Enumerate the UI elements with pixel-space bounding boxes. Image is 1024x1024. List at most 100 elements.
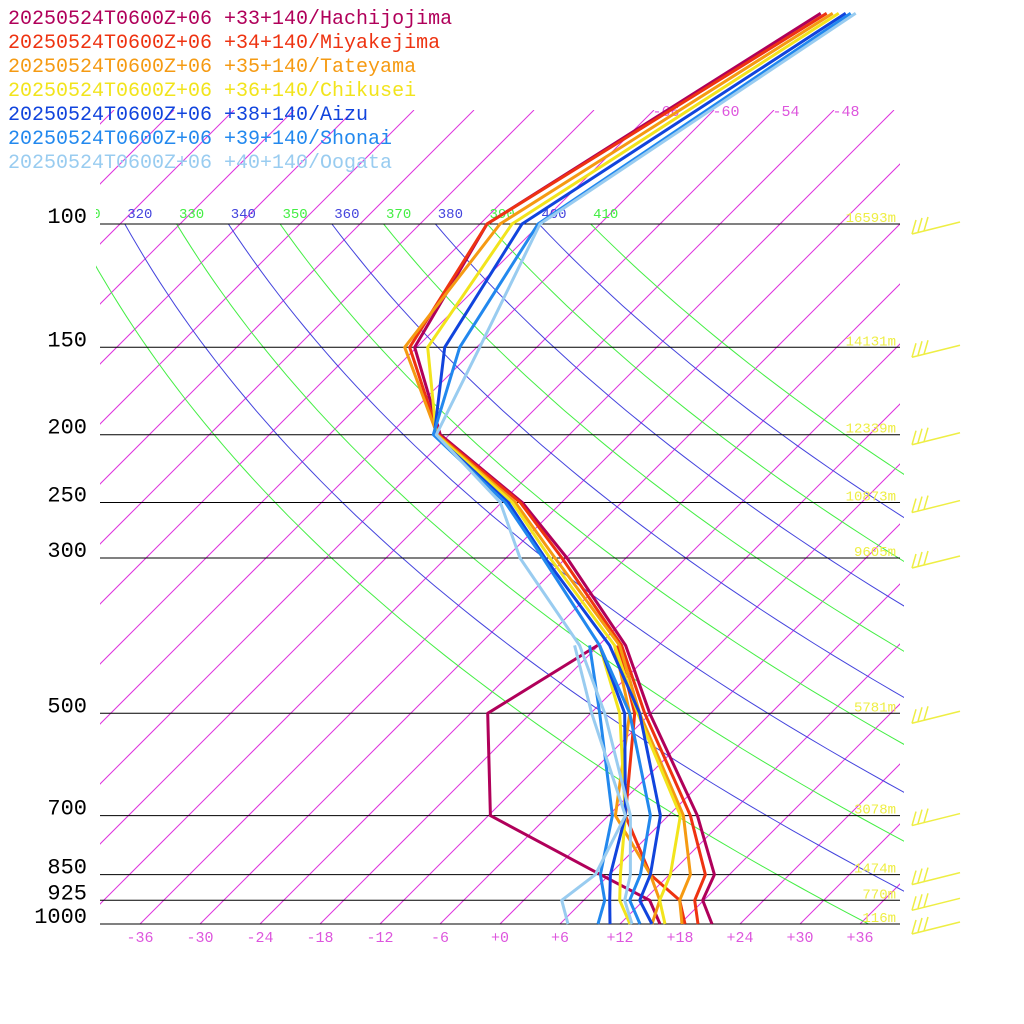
dry-adiabat — [435, 223, 904, 607]
x-tick-label: +18 — [666, 930, 693, 947]
barb-stroke — [911, 498, 917, 513]
legend-entry: 20250524T0600Z+06 +35+140/Tateyama — [8, 56, 416, 79]
barb-stroke — [917, 341, 923, 356]
dry-adiabat — [538, 223, 904, 519]
y-tick-label: 1000 — [34, 905, 87, 930]
dry-adiabat — [383, 223, 904, 652]
y-tick-label: 100 — [47, 205, 87, 230]
dry-adiabat — [486, 223, 904, 563]
barb-stroke — [923, 495, 929, 510]
barb-stroke — [923, 550, 929, 566]
theta-label: 310 — [75, 207, 100, 223]
theta-label: 350 — [283, 207, 308, 223]
x-tick-label: -24 — [246, 930, 273, 947]
legend-entry: 20250524T0600Z+06 +34+140/Miyakejima — [8, 32, 440, 55]
y-tick-label: 700 — [47, 797, 87, 822]
temperature-line — [426, 12, 840, 925]
isotherm — [100, 110, 835, 845]
x-tick-label: +12 — [606, 930, 633, 947]
wind-barb — [911, 427, 961, 446]
barb-stroke — [923, 808, 929, 823]
profiles — [403, 12, 857, 925]
top-tick-label: -60 — [712, 104, 739, 121]
isotherm — [100, 110, 355, 365]
barb-stroke — [911, 553, 917, 569]
top-tick-label: -54 — [772, 104, 799, 121]
x-tick-label: -12 — [366, 930, 393, 947]
axes: -36 -30 -24 -18 -12 -6 +0 +6 +12 +18 +24 +30 +36-66-… — [34, 104, 900, 947]
barb-stroke — [911, 709, 917, 724]
x-tick-label: +36 — [846, 930, 873, 947]
isotherm — [100, 110, 775, 785]
barb-stroke — [911, 344, 961, 358]
isotherm — [619, 643, 900, 924]
barb-stroke — [923, 427, 929, 442]
theta-label: 410 — [593, 207, 618, 223]
dewpoint-line — [598, 644, 632, 925]
x-tick-label: -36 — [126, 930, 153, 947]
barb-stroke — [923, 916, 929, 932]
height-label: 770m — [862, 887, 896, 903]
height-label: 10873m — [846, 490, 896, 506]
isotherm — [139, 163, 900, 924]
wind-barb — [911, 706, 961, 725]
legend-entry: 20250524T0600Z+06 +39+140/Shonai — [8, 128, 392, 151]
height-label: 1474m — [854, 862, 896, 878]
barb-stroke — [911, 919, 917, 935]
y-tick-label: 300 — [47, 539, 87, 564]
x-tick-label: -18 — [306, 930, 333, 947]
isotherm — [379, 403, 900, 924]
wind-barb — [911, 916, 961, 935]
barb-stroke — [911, 343, 917, 358]
dry-adiabat — [279, 223, 904, 745]
height-label: 3078m — [854, 803, 896, 819]
isotherm — [259, 283, 900, 924]
theta-label: 360 — [334, 207, 359, 223]
dry-adiabat — [96, 265, 869, 924]
barb-stroke — [917, 551, 923, 567]
temperature-line — [413, 12, 822, 925]
barb-stroke — [911, 499, 961, 514]
dry-adiabat — [331, 223, 904, 698]
barb-stroke — [917, 707, 923, 722]
barb-stroke — [923, 340, 929, 355]
height-label: 116m — [862, 911, 896, 927]
height-label: 5781m — [854, 700, 896, 716]
legend: 20250524T0600Z+06 +33+140/Hachijojima202… — [8, 8, 452, 175]
isotherm — [199, 223, 900, 924]
barb-stroke — [911, 710, 961, 725]
isotherm — [100, 110, 655, 665]
y-tick-label: 200 — [47, 416, 87, 441]
barb-stroke — [911, 896, 917, 911]
wind-barb — [911, 340, 961, 358]
y-tick-label: 850 — [47, 856, 87, 881]
isotherm — [100, 110, 295, 305]
barb-stroke — [923, 216, 929, 232]
barb-stroke — [911, 921, 961, 935]
legend-entry: 20250524T0600Z+06 +38+140/Aizu — [8, 104, 368, 127]
isotherm — [100, 110, 595, 605]
temperature-line — [408, 12, 828, 925]
height-label: 9605m — [854, 545, 896, 561]
temperature-line — [434, 12, 857, 925]
dry-adiabat — [590, 223, 904, 475]
barb-stroke — [911, 811, 917, 826]
dewpoint-line — [588, 645, 614, 925]
wind-barb — [911, 216, 961, 235]
dewpoint-line — [486, 644, 662, 925]
dry-adiabat — [227, 223, 904, 793]
dewpoint-line — [598, 644, 627, 925]
y-tick-label: 925 — [47, 881, 87, 906]
x-tick-label: -30 — [186, 930, 213, 947]
barb-stroke — [911, 555, 961, 569]
theta-label: 370 — [386, 207, 411, 223]
wind-barb — [911, 893, 961, 912]
barb-stroke — [911, 812, 961, 827]
isotherm — [439, 463, 900, 924]
barb-stroke — [911, 871, 961, 886]
top-tick-label: -48 — [832, 104, 859, 121]
barb-stroke — [917, 428, 923, 443]
dewpoint-line — [613, 645, 662, 925]
